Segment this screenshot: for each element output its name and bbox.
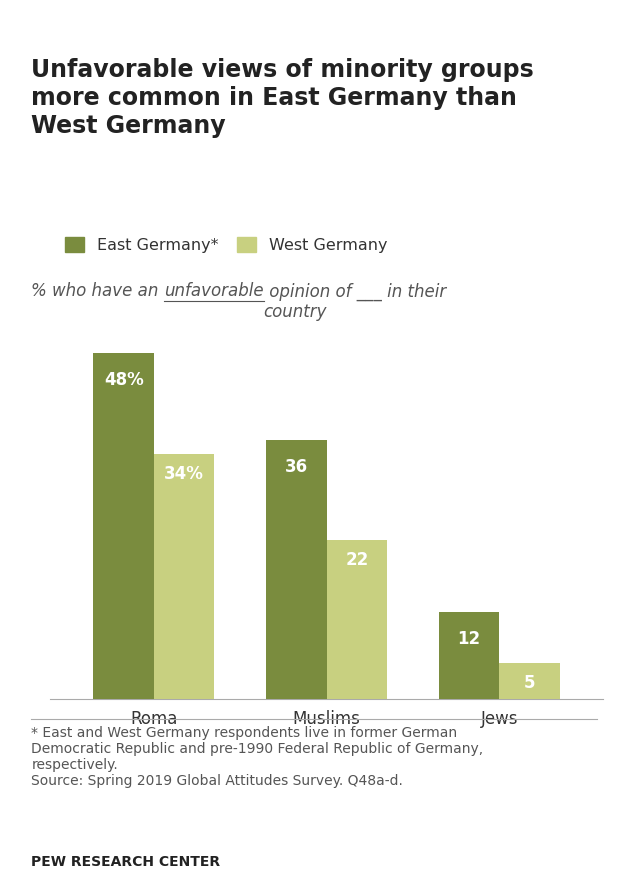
Text: 36: 36 [284,458,308,476]
Text: 22: 22 [345,551,369,569]
Legend: East Germany*, West Germany: East Germany*, West Germany [58,231,394,260]
Bar [439,613,499,699]
Bar [266,440,327,699]
Text: 5: 5 [524,674,535,692]
Bar [154,454,214,699]
Bar [327,540,387,699]
Text: * East and West Germany respondents live in former German
Democratic Republic an: * East and West Germany respondents live… [31,726,484,788]
Text: opinion of ___ in their
country: opinion of ___ in their country [264,282,446,322]
Bar [499,663,560,699]
Text: Unfavorable views of minority groups
more common in East Germany than
West Germa: Unfavorable views of minority groups mor… [31,58,534,138]
Bar [94,353,154,699]
Text: unfavorable: unfavorable [164,282,264,300]
Text: PEW RESEARCH CENTER: PEW RESEARCH CENTER [31,855,220,869]
Text: 12: 12 [457,631,480,649]
Text: % who have an: % who have an [31,282,164,300]
Text: 48%: 48% [104,371,144,389]
Text: 34%: 34% [164,465,204,483]
